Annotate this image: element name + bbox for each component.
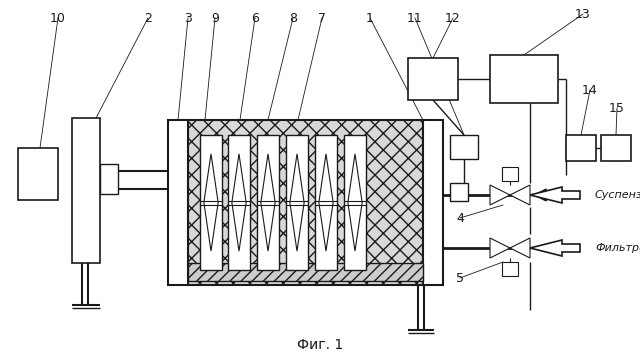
Text: 9: 9 xyxy=(211,12,219,24)
Text: 2: 2 xyxy=(144,12,152,24)
Text: Фиг. 1: Фиг. 1 xyxy=(297,338,343,352)
Bar xyxy=(228,135,250,270)
Text: 1: 1 xyxy=(366,12,374,24)
Bar xyxy=(100,164,118,194)
Text: 7: 7 xyxy=(318,12,326,24)
Polygon shape xyxy=(261,154,275,251)
Text: 12: 12 xyxy=(445,12,461,24)
Bar xyxy=(286,135,308,270)
Bar xyxy=(502,262,518,276)
Text: Фильтрат: Фильтрат xyxy=(595,243,640,253)
Bar xyxy=(188,263,423,281)
Text: Суспензия: Суспензия xyxy=(595,190,640,200)
Polygon shape xyxy=(232,154,246,251)
Polygon shape xyxy=(204,154,218,251)
Polygon shape xyxy=(530,240,580,256)
Polygon shape xyxy=(348,154,362,251)
Text: 8: 8 xyxy=(289,12,297,24)
Bar xyxy=(408,58,458,100)
Text: 6: 6 xyxy=(251,12,259,24)
Polygon shape xyxy=(510,238,530,258)
Bar xyxy=(490,55,558,103)
Bar xyxy=(450,135,478,159)
Text: 15: 15 xyxy=(609,102,625,114)
Bar xyxy=(601,135,631,161)
Bar xyxy=(566,135,596,161)
Text: 14: 14 xyxy=(582,84,598,96)
Bar xyxy=(344,135,366,270)
Text: 10: 10 xyxy=(50,12,66,24)
Bar xyxy=(72,118,100,263)
Polygon shape xyxy=(290,154,304,251)
Bar xyxy=(315,135,337,270)
Text: 11: 11 xyxy=(407,12,423,24)
Bar xyxy=(168,120,188,285)
Text: 13: 13 xyxy=(575,8,591,21)
Polygon shape xyxy=(510,185,530,205)
Polygon shape xyxy=(490,238,510,258)
Text: 4: 4 xyxy=(456,211,464,225)
Bar xyxy=(450,183,468,201)
Bar xyxy=(188,263,423,281)
Bar xyxy=(200,135,222,270)
Text: 5: 5 xyxy=(456,271,464,284)
Bar xyxy=(188,120,423,285)
Bar xyxy=(18,148,58,200)
Polygon shape xyxy=(490,185,510,205)
Bar xyxy=(502,167,518,181)
Polygon shape xyxy=(319,154,333,251)
Text: 3: 3 xyxy=(184,12,192,24)
Polygon shape xyxy=(530,187,580,203)
Bar xyxy=(257,135,279,270)
Bar xyxy=(423,120,443,285)
